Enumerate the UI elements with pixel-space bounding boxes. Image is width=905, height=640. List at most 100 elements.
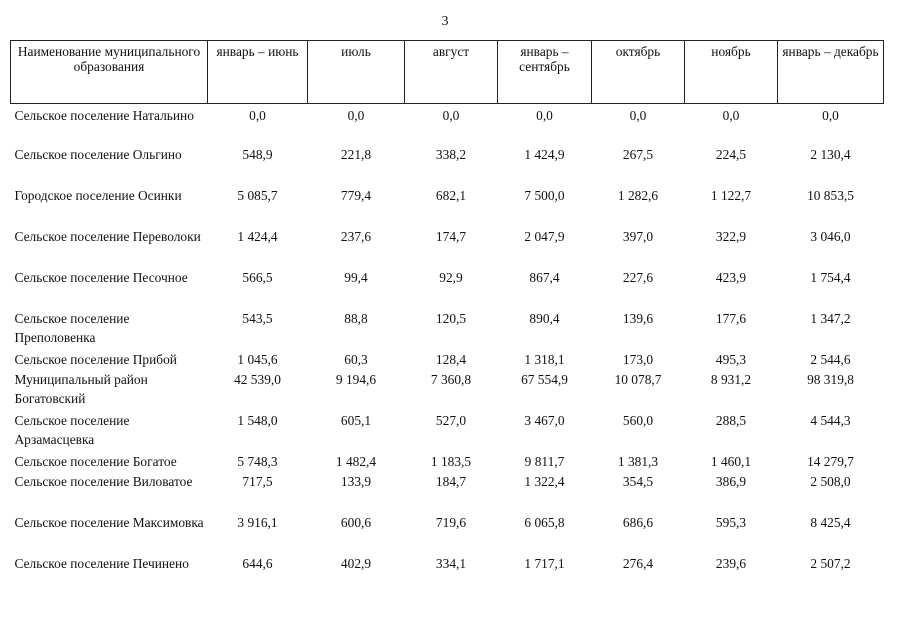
municipality-name: Сельское поселение Прибой <box>14 352 177 367</box>
table-cell-value: 0,0 <box>442 108 460 123</box>
table-cell-value: 227,6 <box>622 270 654 285</box>
table-row: Сельское поселение Натальино 0,0 0,0 0,0 0,0… <box>11 104 884 146</box>
table-cell-value: 60,3 <box>344 352 368 367</box>
table-cell-value: 276,4 <box>622 556 654 571</box>
table-cell-value: 566,5 <box>242 270 273 285</box>
table-cell-value: 1 460,1 <box>710 454 752 469</box>
table-cell-value: 1 424,9 <box>524 147 565 162</box>
table-cell-value: 2 544,6 <box>810 352 851 367</box>
municipality-name: Сельское поселение Преполовенка <box>14 311 130 345</box>
table-cell-value: 605,1 <box>340 413 372 428</box>
table-cell-value: 2 507,2 <box>810 556 851 571</box>
table-cell-value: 92,9 <box>439 270 463 285</box>
table-cell-value: 644,6 <box>242 556 273 571</box>
table-cell-value: 9 194,6 <box>335 372 377 387</box>
page-number: 3 <box>441 14 449 29</box>
table-cell-value: 0,0 <box>822 108 839 123</box>
header-jan-dec: январь – декабрь <box>777 40 884 104</box>
table-cell-value: 173,0 <box>622 352 654 367</box>
municipality-name: Сельское поселение Натальино <box>14 108 194 123</box>
table-cell-value: 14 279,7 <box>807 454 854 469</box>
table-cell-value: 10 078,7 <box>614 372 662 387</box>
table-cell-value: 239,6 <box>715 556 747 571</box>
table-cell-value: 6 065,8 <box>524 515 565 530</box>
table-cell-value: 397,0 <box>622 229 654 244</box>
table-cell-value: 7 360,8 <box>430 372 472 387</box>
header-aug: август <box>404 40 498 104</box>
table-cell-value: 0,0 <box>347 108 365 123</box>
header-nov: ноябрь <box>684 40 778 104</box>
table-cell-value: 0,0 <box>629 108 647 123</box>
table-row: Сельское поселение Богатое 5 748,3 1 482,4… <box>11 452 884 472</box>
table-cell-value: 2 508,0 <box>810 474 851 489</box>
table-cell-value: 3 467,0 <box>524 413 565 428</box>
table-cell-value: 3 916,1 <box>237 515 278 530</box>
table-cell-value: 5 748,3 <box>237 454 278 469</box>
header-jan-sep: январь – сентябрь <box>497 40 592 104</box>
table-cell-value: 9 811,7 <box>524 454 565 469</box>
table-cell-value: 177,6 <box>715 311 747 326</box>
table-cell-value: 423,9 <box>715 270 747 285</box>
table-cell-value: 600,6 <box>340 515 372 530</box>
table-row: Сельское поселение Максимовка 3 916,1 600,… <box>11 513 884 554</box>
table-cell-value: 99,4 <box>344 270 368 285</box>
table-body: Сельское поселение Натальино 0,0 0,0 0,0 0,0… <box>11 104 884 596</box>
table-cell-value: 867,4 <box>529 270 560 285</box>
table-row: Сельское поселение Виловатое 717,5 133,9 18… <box>11 472 884 513</box>
table-cell-value: 288,5 <box>715 413 747 428</box>
table-cell-value: 1 424,4 <box>237 229 278 244</box>
table-cell-value: 402,9 <box>340 556 372 571</box>
table-cell-value: 1 347,2 <box>810 311 851 326</box>
table-cell-value: 120,5 <box>435 311 467 326</box>
municipality-name: Сельское поселение Виловатое <box>14 474 193 489</box>
municipality-name: Городское поселение Осинки <box>14 188 182 203</box>
table-cell-value: 560,0 <box>622 413 654 428</box>
municipality-name: Сельское поселение Переволоки <box>14 229 201 244</box>
table-cell-value: 1 282,6 <box>617 188 659 203</box>
table-cell-value: 0,0 <box>536 108 553 123</box>
municipality-name: Сельское поселение Максимовка <box>14 515 204 530</box>
table-cell-value: 1 548,0 <box>237 413 278 428</box>
table-row: Муниципальный район Богатовский 42 539,0 9… <box>11 370 884 411</box>
table-row: Сельское поселение Преполовенка 543,5 88,8… <box>11 309 884 350</box>
table-row: Сельское поселение Арзамасцевка 1 548,0 60… <box>11 411 884 452</box>
table-cell-value: 67 554,9 <box>521 372 568 387</box>
table-cell-value: 890,4 <box>529 311 560 326</box>
table-cell-value: 686,6 <box>622 515 654 530</box>
table-cell-value: 1 322,4 <box>524 474 565 489</box>
table-cell-value: 2 130,4 <box>810 147 851 162</box>
table-cell-value: 1 318,1 <box>524 352 565 367</box>
table-cell-value: 338,2 <box>435 147 467 162</box>
table-cell-value: 224,5 <box>715 147 747 162</box>
municipality-name: Муниципальный район Богатовский <box>14 372 148 406</box>
table-cell-value: 682,1 <box>435 188 467 203</box>
table-row: Сельское поселение Песочное 566,5 99,4 92,9… <box>11 268 884 309</box>
table-cell-value: 1 045,6 <box>237 352 278 367</box>
table-cell-value: 548,9 <box>242 147 273 162</box>
table-cell-value: 1 183,5 <box>430 454 472 469</box>
municipality-name: Сельское поселение Песочное <box>14 270 188 285</box>
table-cell-value: 128,4 <box>435 352 467 367</box>
table-cell-value: 1 754,4 <box>810 270 851 285</box>
table-cell-value: 719,6 <box>435 515 467 530</box>
table-cell-value: 1 482,4 <box>335 454 377 469</box>
header-jan-jun: январь – июнь <box>207 40 308 104</box>
table-cell-value: 133,9 <box>340 474 372 489</box>
table-cell-value: 7 500,0 <box>524 188 565 203</box>
table-row: Сельское поселение Переволоки 1 424,4 237,… <box>11 227 884 268</box>
table-cell-value: 42 539,0 <box>234 372 281 387</box>
table-cell-value: 717,5 <box>242 474 273 489</box>
table-cell-value: 2 047,9 <box>524 229 565 244</box>
table-cell-value: 1 381,3 <box>617 454 659 469</box>
table-cell-value: 779,4 <box>340 188 372 203</box>
table-cell-value: 1 717,1 <box>524 556 565 571</box>
table-cell-value: 98 319,8 <box>807 372 854 387</box>
table-row: Сельское поселение Ольгино 548,9 221,8 338,… <box>11 145 884 186</box>
table-cell-value: 5 085,7 <box>237 188 278 203</box>
table-cell-value: 354,5 <box>622 474 654 489</box>
table-cell-value: 174,7 <box>435 229 467 244</box>
municipality-name: Сельское поселение Арзамасцевка <box>14 413 130 447</box>
table-cell-value: 8 425,4 <box>810 515 851 530</box>
table-cell-value: 4 544,3 <box>810 413 851 428</box>
table-cell-value: 221,8 <box>340 147 372 162</box>
